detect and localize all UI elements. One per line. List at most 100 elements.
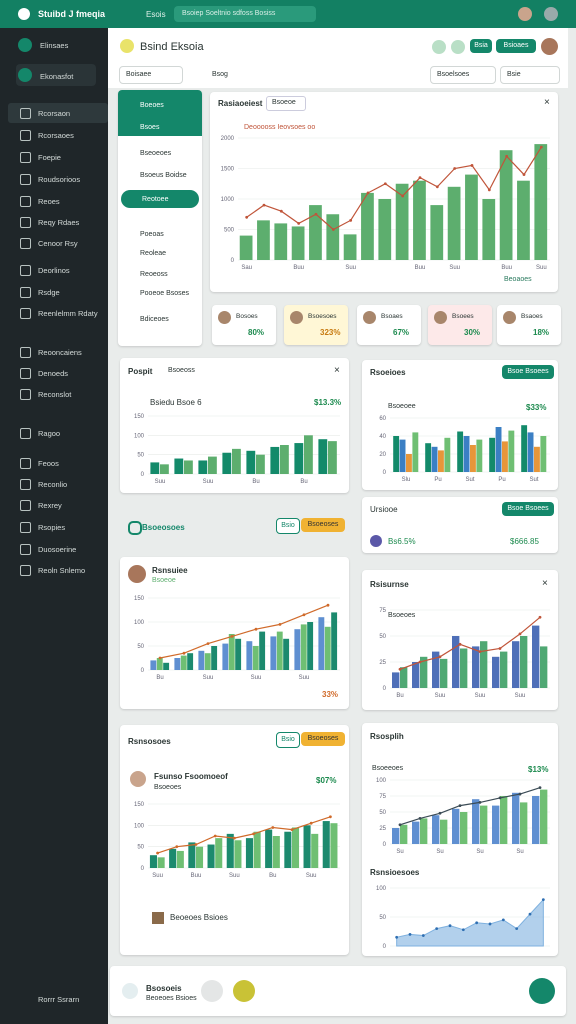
sidebar-footer[interactable]: Rorrr Ssrarn	[38, 995, 80, 1004]
header-button[interactable]: Bsia	[470, 39, 492, 53]
bar	[444, 437, 451, 472]
x-tick-label: Suu	[306, 873, 317, 879]
icon	[18, 68, 32, 82]
y-tick-label: 0	[383, 842, 387, 848]
subnav-item[interactable]: Reotoee	[142, 196, 169, 203]
header-button[interactable]: Bsioaes	[496, 39, 536, 53]
y-tick-label: 50	[379, 915, 386, 921]
subnav-item[interactable]: Bseoeoes	[140, 150, 172, 157]
avatar[interactable]	[518, 7, 532, 21]
sidebar-item[interactable]: Reconlio	[38, 480, 68, 489]
close[interactable]: ×	[544, 97, 550, 108]
y-tick-label: 75	[379, 794, 386, 800]
bar	[521, 425, 528, 472]
avatar[interactable]	[544, 7, 558, 21]
subnav-item[interactable]: Reoeoss	[140, 271, 168, 278]
tab[interactable]: Esois	[146, 10, 166, 19]
point	[478, 801, 482, 804]
point	[278, 623, 282, 626]
sidebar-item[interactable]: Deorlinos	[38, 266, 70, 275]
sidebar-item[interactable]: Reqy Rdaes	[38, 218, 80, 227]
bar	[252, 646, 259, 670]
section-button[interactable]: Bsio	[276, 518, 300, 534]
tab[interactable]	[266, 96, 306, 111]
bar	[318, 439, 328, 474]
point	[366, 191, 370, 195]
sidebar-item[interactable]: Denoeds	[38, 369, 69, 378]
workspace[interactable]	[16, 64, 96, 86]
icon[interactable]	[451, 40, 465, 54]
subnav-item[interactable]: Bsoes	[140, 124, 160, 131]
search-box[interactable]	[174, 6, 316, 22]
sidebar-item[interactable]: Reenlelmm Rdaty	[38, 309, 98, 318]
bar	[540, 436, 547, 472]
bar	[393, 436, 400, 472]
close[interactable]: ×	[542, 578, 548, 589]
sidebar-item[interactable]: Reoln Snlemo	[38, 566, 86, 575]
bar	[463, 436, 470, 472]
icon-button[interactable]	[233, 980, 255, 1002]
point	[461, 928, 465, 932]
logo	[18, 8, 30, 20]
point	[326, 603, 330, 607]
card-button[interactable]: Bsoe Bsoees	[502, 502, 554, 516]
bottom-subtitle: Beoeoes Bsioes	[146, 995, 197, 1002]
filter[interactable]	[500, 66, 560, 84]
subnav-pill[interactable]	[121, 190, 199, 208]
bar	[508, 430, 515, 472]
sidebar-item[interactable]: Reooncaiens	[38, 348, 82, 357]
sidebar-item[interactable]: Rcorsaon	[38, 109, 71, 118]
icon-button[interactable]	[201, 980, 223, 1002]
bar	[187, 653, 194, 670]
fab[interactable]	[529, 978, 555, 1004]
sidebar-item[interactable]: Ragoo	[38, 429, 61, 438]
bar	[276, 631, 283, 670]
tab-text[interactable]: Bsoeoss	[168, 367, 195, 374]
section-button[interactable]: Bsio	[276, 732, 300, 748]
x-tick-label: Suu	[536, 265, 547, 271]
card-button[interactable]: Bsoe Bsoees	[502, 365, 554, 379]
sidebar-item[interactable]: Rexrey	[38, 501, 62, 510]
bar	[431, 446, 438, 472]
subnav-item[interactable]: Boeoes	[140, 102, 164, 109]
section-button[interactable]: Bsoeoses	[301, 518, 345, 532]
subnav-item[interactable]: Pooeoe Bsoses	[140, 290, 190, 297]
bar	[512, 792, 520, 844]
subnav-item[interactable]: Poeoas	[140, 231, 164, 238]
sidebar-item[interactable]: Reconslot	[38, 390, 72, 399]
filter-text: Bsie	[507, 71, 521, 78]
sidebar-item[interactable]: Duosoerine	[38, 545, 77, 554]
subnav-item[interactable]: Bsoeus Boidse	[140, 172, 187, 179]
point	[488, 922, 492, 926]
bar	[452, 636, 460, 688]
avatar[interactable]	[541, 38, 558, 55]
bar	[174, 458, 184, 474]
subnav-item[interactable]: Reoleae	[140, 250, 167, 257]
filter[interactable]	[430, 66, 496, 84]
filter[interactable]	[119, 66, 183, 84]
subnav-item[interactable]: Bdiceoes	[140, 316, 169, 323]
avatar	[503, 311, 516, 324]
point	[383, 182, 387, 186]
mini-stat: $666.85	[510, 537, 539, 546]
bar	[480, 805, 488, 844]
section-button[interactable]: Bsoeoses	[301, 732, 345, 746]
filter-text[interactable]: Bsog	[212, 71, 228, 78]
y-tick-label: 1000	[221, 197, 235, 203]
bar	[482, 199, 496, 260]
close[interactable]: ×	[334, 365, 340, 376]
sidebar-item[interactable]: Foepie	[38, 153, 61, 162]
icon[interactable]	[432, 40, 446, 54]
chart-subtitle: Bsoeoe	[152, 577, 176, 584]
bar	[432, 815, 440, 844]
bar	[502, 441, 508, 472]
sidebar-item[interactable]: Cenoor Rsy	[38, 239, 78, 248]
sidebar-item[interactable]: Roudsorioos	[38, 175, 81, 184]
point	[475, 921, 479, 925]
sidebar-item[interactable]: Rcorsaoes	[38, 131, 74, 140]
sidebar-active[interactable]	[8, 103, 108, 123]
sidebar-item[interactable]: Rsopies	[38, 523, 66, 532]
sidebar-item[interactable]: Rsdge	[38, 288, 60, 297]
sidebar-item[interactable]: Reoes	[38, 197, 60, 206]
sidebar-item[interactable]: Feoos	[38, 459, 59, 468]
